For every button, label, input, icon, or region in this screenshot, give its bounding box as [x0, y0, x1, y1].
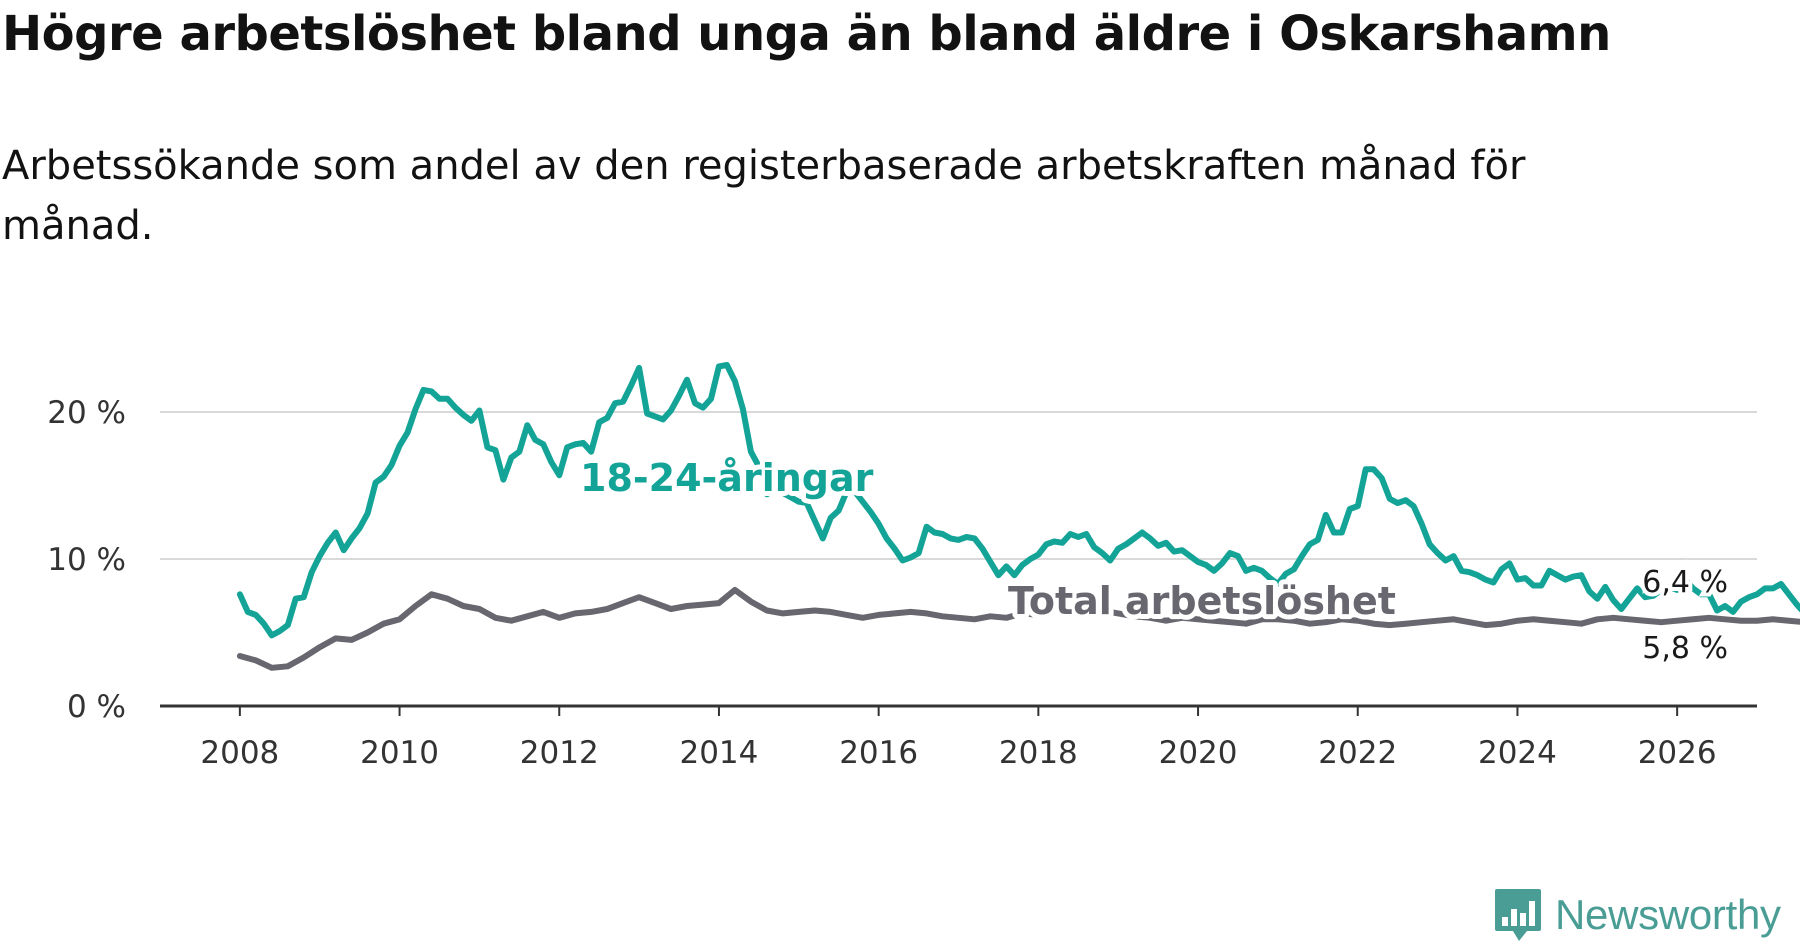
y-tick-label: 20 % [47, 395, 126, 431]
x-tick-label: 2016 [839, 735, 918, 771]
chart-title: Högre arbetslöshet bland unga än bland ä… [2, 6, 1611, 62]
y-tick-label: 0 % [67, 689, 126, 725]
y-tick-label: 10 % [47, 542, 126, 578]
chart-subtitle: Arbetssökande som andel av den registerb… [2, 143, 1526, 249]
x-tick-label: 2026 [1638, 735, 1717, 771]
x-tick-label: 2024 [1478, 735, 1557, 771]
x-tick-label: 2010 [360, 735, 439, 771]
end-label-youth: 6,4 % [1642, 565, 1728, 600]
x-tick-label: 2012 [520, 735, 599, 771]
end-label-total: 5,8 % [1642, 631, 1728, 666]
logo-wordmark: Newsworthy [1555, 891, 1781, 938]
series-line-total [236, 586, 1800, 671]
x-tick-label: 2014 [679, 735, 758, 771]
x-tick-label: 2018 [999, 735, 1078, 771]
x-tick-label: 2020 [1159, 735, 1238, 771]
x-tick-label: 2022 [1318, 735, 1397, 771]
x-tick-label: 2008 [200, 735, 279, 771]
series-label-youth: 18-24-åringar [580, 456, 874, 500]
series-label-total: Total arbetslöshet [1008, 579, 1396, 623]
series-line-youth [236, 362, 1800, 639]
newsworthy-logo: Newsworthy [1493, 887, 1781, 943]
bar-chart-speech-icon [1495, 889, 1541, 941]
